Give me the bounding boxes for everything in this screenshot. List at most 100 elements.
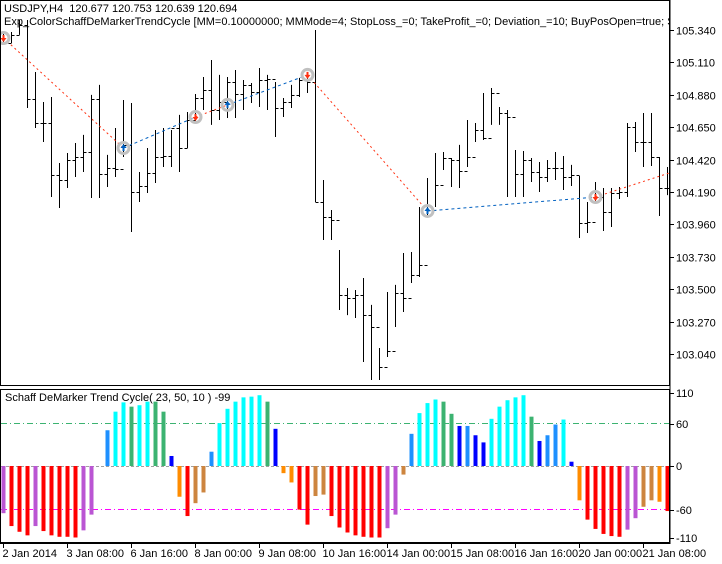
- price-bar: [408, 251, 415, 299]
- sell-arrow-icon[interactable]: [188, 110, 203, 125]
- price-bar: [344, 288, 351, 316]
- price-bar: [528, 158, 535, 182]
- price-bar: [576, 175, 583, 239]
- price-bar: [240, 80, 247, 110]
- price-bar: [376, 327, 383, 380]
- histogram-bar: [289, 466, 294, 483]
- indicator-axis-label: -110: [676, 533, 697, 545]
- price-label: 103.500: [676, 285, 716, 297]
- price-bar: [624, 122, 631, 198]
- price-bar: [80, 134, 87, 172]
- price-label: 103.270: [676, 318, 716, 330]
- price-bar: [560, 156, 567, 190]
- histogram-bar: [65, 466, 70, 537]
- price-bar: [456, 144, 463, 189]
- histogram-bar: [313, 466, 318, 497]
- histogram-bar: [9, 466, 14, 527]
- price-bar: [280, 98, 287, 118]
- histogram-bar: [89, 466, 94, 515]
- price-bar: [288, 84, 295, 109]
- price-bar: [432, 152, 439, 211]
- price-bar: [648, 112, 655, 167]
- price-bar: [216, 74, 223, 120]
- histogram-bar: [153, 401, 158, 466]
- price-bar: [272, 79, 279, 138]
- histogram-bar: [169, 455, 174, 466]
- indicator-label: Schaff DeMarker Trend Cycle( 23, 50, 10 …: [5, 392, 230, 404]
- histogram-bar: [513, 397, 518, 466]
- price-label: 104.190: [676, 188, 716, 200]
- histogram-bar: [561, 419, 566, 466]
- histogram-bar: [177, 466, 182, 497]
- histogram-bar: [617, 466, 622, 537]
- price-bar: [168, 128, 175, 168]
- histogram-bar: [545, 435, 550, 466]
- price-bar: [336, 220, 343, 310]
- trade-line: [3, 37, 124, 149]
- buy-arrow-icon[interactable]: [116, 141, 131, 156]
- price-bar: [232, 70, 239, 119]
- histogram-bar: [537, 440, 542, 466]
- histogram-bar: [433, 399, 438, 466]
- price-bar: [392, 284, 399, 352]
- price-bar: [40, 101, 47, 142]
- sell-arrow-icon[interactable]: [0, 31, 11, 46]
- price-axis: 105.340 105.110 104.880 104.650 104.420 104.1…: [670, 26, 716, 362]
- histogram-bar: [137, 405, 142, 466]
- price-bar: [464, 120, 471, 172]
- price-bar: [24, 20, 31, 109]
- histogram-bar: [521, 395, 526, 466]
- histogram-bar: [601, 466, 606, 534]
- histogram-bar: [225, 408, 230, 466]
- price-bar: [536, 161, 543, 192]
- buy-arrow-icon[interactable]: [220, 97, 235, 112]
- histogram-bar: [73, 466, 78, 538]
- price-bars: [1, 20, 669, 380]
- histogram-bar: [49, 466, 54, 536]
- histogram-bar: [441, 401, 446, 466]
- histogram-bar: [201, 466, 206, 493]
- histogram-bar: [473, 435, 478, 466]
- histogram-bar: [417, 413, 422, 466]
- symbol-info: USDJPY,H4 120.677 120.753 120.639 120.69…: [4, 3, 237, 15]
- histogram-bar: [585, 466, 590, 520]
- price-bar: [480, 92, 487, 140]
- trade-line: [427, 196, 596, 212]
- price-bar: [384, 291, 391, 368]
- price-bar: [120, 100, 127, 170]
- time-label: 9 Jan 08:00: [259, 548, 317, 560]
- sell-arrow-icon[interactable]: [300, 67, 315, 82]
- histogram-bar: [393, 466, 398, 515]
- histogram-bar: [249, 396, 254, 466]
- time-label: 10 Jan 16:00: [323, 548, 387, 560]
- price-bar: [632, 121, 639, 152]
- sell-arrow-icon[interactable]: [588, 190, 603, 205]
- histogram-bar: [633, 466, 638, 519]
- histogram-bar: [321, 466, 326, 495]
- price-bar: [352, 290, 359, 319]
- time-label: 3 Jan 08:00: [67, 548, 125, 560]
- histogram-bar: [145, 401, 150, 466]
- histogram-bar: [25, 466, 30, 536]
- histogram-bar: [1, 466, 6, 514]
- price-bar: [72, 142, 79, 178]
- histogram-bar: [529, 416, 534, 466]
- histogram-bar: [569, 461, 574, 466]
- price-bar: [496, 93, 503, 125]
- histogram-bar: [265, 401, 270, 466]
- price-bar: [208, 60, 215, 125]
- time-label: 8 Jan 00:00: [195, 548, 253, 560]
- histogram-bar: [385, 466, 390, 529]
- price-bar: [256, 68, 263, 108]
- histogram-bar: [457, 425, 462, 466]
- histogram-bar: [241, 397, 246, 466]
- histogram-bar: [649, 466, 654, 501]
- price-bar: [664, 167, 669, 196]
- histogram-bar: [121, 402, 126, 466]
- histogram-bar: [505, 400, 510, 466]
- price-bar: [400, 252, 407, 312]
- histogram-bar: [81, 466, 86, 531]
- buy-arrow-icon[interactable]: [420, 203, 435, 218]
